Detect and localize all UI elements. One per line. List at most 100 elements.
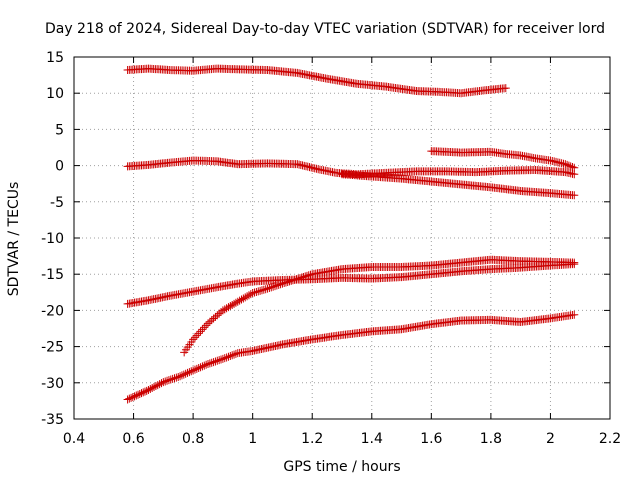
data-point [176, 372, 185, 381]
data-point [128, 393, 137, 402]
data-point [192, 364, 201, 373]
data-point [272, 281, 281, 290]
data-point [207, 316, 216, 325]
data-point [150, 383, 159, 392]
data-point [271, 282, 279, 291]
data-point [151, 382, 160, 391]
data-point [568, 163, 577, 172]
data-point [204, 359, 212, 368]
data-point [142, 386, 151, 395]
data-point [153, 381, 162, 390]
data-point [274, 280, 283, 289]
data-point [202, 360, 211, 369]
y-tick-label: 0 [55, 159, 64, 175]
data-point [177, 371, 186, 380]
data-point [265, 284, 274, 293]
data-point [561, 160, 570, 169]
data-point [287, 276, 296, 285]
data-point [257, 286, 266, 295]
data-point [261, 285, 270, 294]
y-tick-label: -35 [41, 412, 64, 428]
data-point [215, 356, 224, 365]
y-tick-label: -30 [41, 376, 64, 392]
data-point [207, 358, 216, 367]
x-tick-label: 1.4 [361, 431, 383, 447]
data-point [183, 368, 192, 377]
data-point [159, 378, 168, 387]
data-point [306, 270, 315, 279]
data-point [278, 279, 287, 288]
series-s6 [180, 255, 579, 357]
data-point [215, 309, 224, 318]
data-point [563, 160, 572, 169]
data-point [228, 351, 237, 360]
data-point [137, 389, 146, 398]
y-tick-label: -20 [41, 303, 64, 319]
x-tick-label: 1.6 [420, 431, 442, 447]
series-s1 [123, 64, 510, 98]
x-tick-label: 2 [546, 431, 555, 447]
y-tick-label: -10 [41, 231, 64, 247]
data-point [570, 258, 579, 267]
data-point [196, 363, 205, 372]
series-s3 [338, 170, 579, 200]
data-point [164, 376, 173, 385]
data-point [140, 387, 149, 396]
x-axis-label: GPS time / hours [283, 459, 400, 475]
data-point [139, 388, 148, 397]
data-point [283, 277, 292, 286]
data-point [185, 368, 194, 377]
data-point [202, 321, 211, 330]
data-point [194, 364, 203, 373]
x-tick-label: 1.8 [480, 431, 502, 447]
data-point [134, 390, 143, 399]
data-point [248, 289, 257, 298]
data-point [198, 362, 207, 371]
data-point [218, 354, 227, 363]
x-tick-label: 1.2 [301, 431, 323, 447]
data-point [297, 273, 306, 282]
data-point [135, 389, 144, 398]
data-point [189, 335, 198, 344]
data-point [190, 333, 199, 342]
data-point [194, 329, 203, 338]
x-tick-label: 0.6 [122, 431, 144, 447]
x-tick-label: 1 [248, 431, 257, 447]
data-point [204, 319, 212, 328]
data-point [213, 311, 222, 320]
y-tick-label: -5 [50, 195, 64, 211]
data-point [127, 393, 136, 402]
data-point [263, 284, 272, 293]
data-point [174, 373, 183, 382]
data-point [161, 377, 170, 386]
data-point [295, 274, 304, 283]
data-point [250, 288, 259, 297]
data-point [209, 314, 218, 323]
data-point [256, 286, 265, 295]
data-point [254, 287, 263, 296]
data-point [205, 317, 214, 326]
data-point [570, 163, 579, 172]
data-point [220, 354, 229, 363]
chart-title: Day 218 of 2024, Sidereal Day-to-day VTE… [45, 21, 605, 37]
data-point [231, 349, 240, 358]
data-point [125, 394, 134, 403]
data-point [290, 275, 299, 284]
data-point [200, 361, 209, 370]
y-tick-label: 10 [46, 86, 64, 102]
data-point [211, 357, 220, 366]
data-point [226, 352, 235, 361]
data-point [501, 84, 510, 93]
data-point [148, 384, 157, 393]
data-point [144, 386, 153, 395]
data-point [566, 162, 575, 171]
data-point [146, 385, 155, 394]
data-point [213, 356, 222, 365]
data-point [130, 392, 139, 401]
data-point [299, 272, 308, 281]
data-point [155, 380, 164, 389]
data-point [187, 367, 196, 376]
data-point [172, 373, 181, 382]
y-tick-label: -15 [41, 267, 64, 283]
